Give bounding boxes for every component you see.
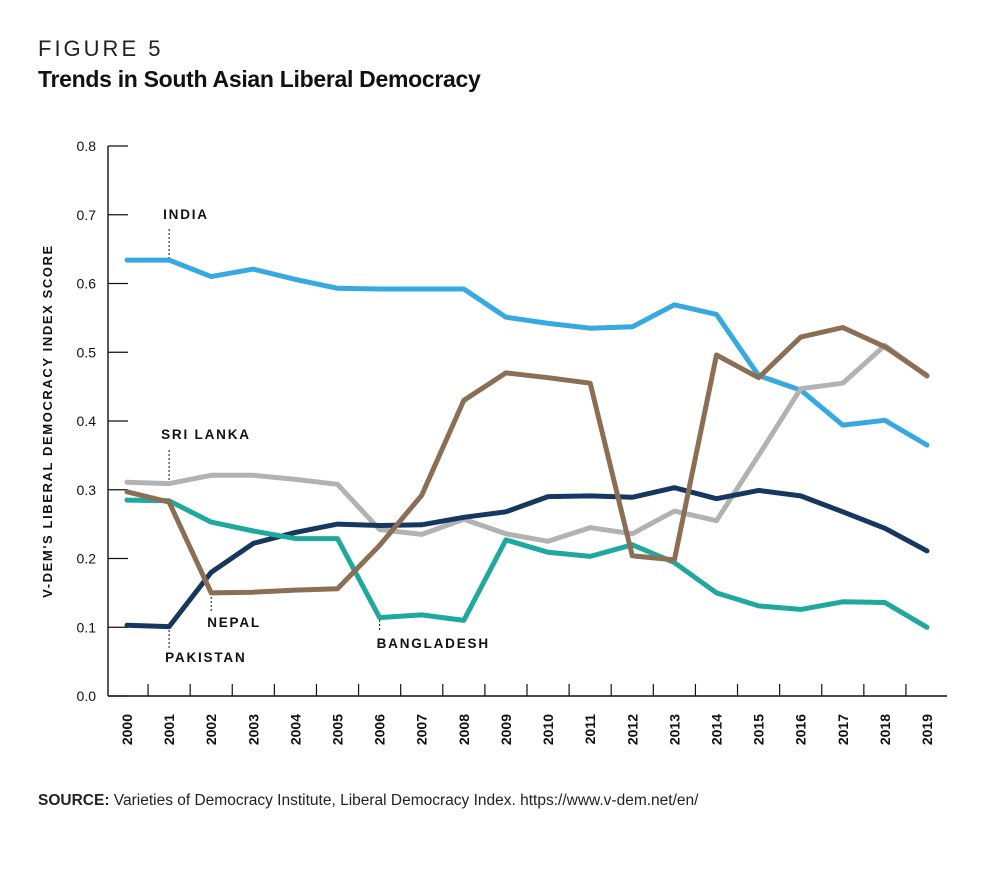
x-tick-label: 2019 [919, 714, 935, 745]
x-tick-label: 2005 [330, 714, 346, 745]
y-tick-label: 0.4 [77, 413, 97, 429]
y-tick-label: 0.7 [77, 207, 97, 223]
x-tick-label: 2003 [245, 714, 261, 745]
x-tick-label: 2012 [624, 714, 640, 745]
x-tick-label: 2011 [582, 714, 598, 745]
y-tick-label: 0.6 [77, 276, 97, 292]
source-label: SOURCE: [38, 792, 110, 809]
chart-title: Trends in South Asian Liberal Democracy [38, 66, 481, 92]
source-text: Varieties of Democracy Institute, Libera… [113, 792, 699, 809]
x-tick-label: 2004 [287, 714, 303, 745]
series-line-india [124, 257, 930, 448]
x-tick-label: 2016 [793, 714, 809, 745]
annotation-label-bangladesh: BANGLADESH [377, 636, 490, 651]
x-tick-label: 2001 [161, 714, 177, 745]
x-tick-label: 2010 [540, 714, 556, 745]
source-note: SOURCE: Varieties of Democracy Institute… [38, 792, 698, 810]
annotation-label-sri-lanka: SRI LANKA [161, 427, 251, 442]
annotation-layer: INDIA SRI LANKA NEPAL PAKISTAN BANGLADESH [161, 207, 490, 665]
annotation-label-pakistan: PAKISTAN [165, 650, 246, 665]
x-tick-label: 2015 [751, 714, 767, 745]
y-tick-label: 0.0 [77, 688, 97, 704]
y-tick-label: 0.5 [77, 344, 97, 360]
x-tick-label: 2002 [203, 714, 219, 745]
x-tick-label: 2009 [498, 714, 514, 745]
x-tick-label: 2006 [372, 714, 388, 745]
y-tick-label: 0.1 [77, 619, 97, 635]
series-line-nepal [124, 325, 930, 596]
y-tick-label: 0.3 [77, 482, 97, 498]
figure-label: FIGURE 5 [38, 36, 164, 61]
x-tick-label: 2000 [119, 714, 135, 745]
y-axis-label: V-DEM'S LIBERAL DEMOCRACY INDEX SCORE [40, 244, 55, 598]
x-tick-label: 2018 [877, 714, 893, 745]
y-tick-label: 0.8 [77, 138, 97, 154]
series-line-bangladesh [124, 497, 930, 630]
axes: 0.0 0.1 0.2 0.3 0.4 0.5 0.6 0.7 0.8 2000 2001 2002 2… [40, 138, 947, 745]
series-layer [124, 257, 930, 630]
x-tick-label: 2014 [708, 714, 724, 745]
annotation-label-india: INDIA [163, 207, 209, 222]
x-tick-label: 2008 [456, 714, 472, 745]
annotation-label-nepal: NEPAL [207, 615, 261, 630]
series-line-pakistan [124, 485, 930, 630]
x-tick-label: 2007 [414, 714, 430, 745]
x-tick-label: 2017 [835, 714, 851, 745]
x-tick-label: 2013 [666, 714, 682, 745]
y-tick-label: 0.2 [77, 551, 97, 567]
series-line-sri-lanka [124, 342, 930, 544]
